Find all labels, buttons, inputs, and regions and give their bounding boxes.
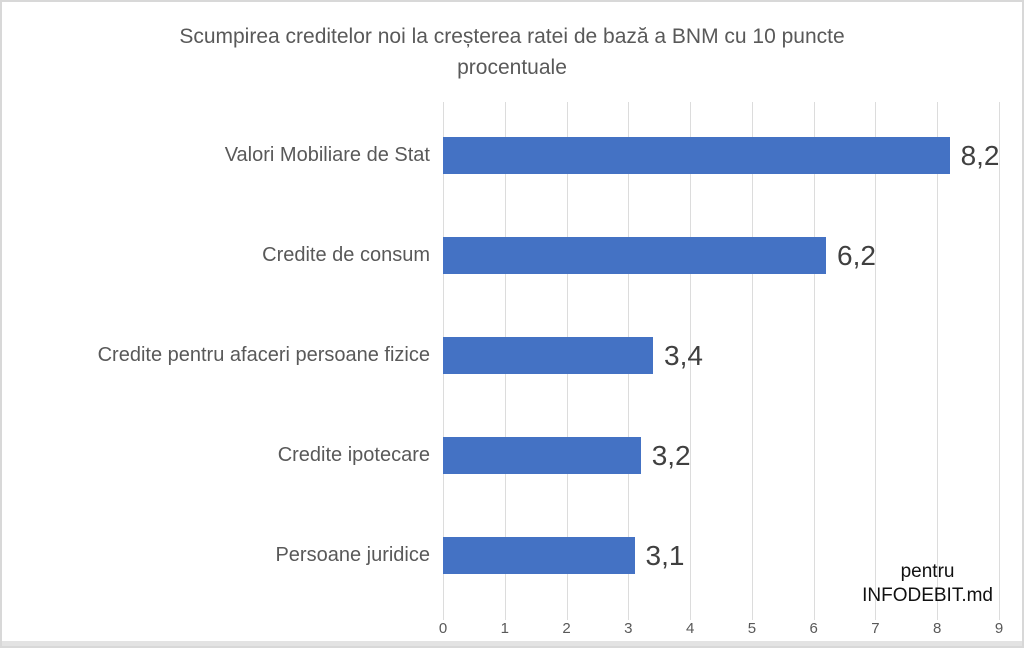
gridline (937, 102, 939, 620)
gridline (999, 102, 1000, 620)
category-label: Credite ipotecare (277, 443, 430, 466)
x-tick-label: 4 (685, 620, 695, 637)
x-tick-label: 7 (871, 620, 880, 637)
watermark: pentru INFODEBIT.md (862, 560, 993, 608)
watermark-site: INFODEBIT.md (862, 585, 993, 606)
value-label: 6,2 (837, 240, 876, 271)
bottom-edge (2, 641, 1022, 646)
category-label: Valori Mobiliare de Stat (224, 143, 430, 166)
x-tick-label: 5 (747, 620, 757, 637)
x-tick-label: 2 (562, 620, 571, 637)
gridline (813, 102, 815, 620)
value-label: 3,2 (651, 440, 691, 471)
x-tick-label: 6 (809, 620, 818, 637)
x-tick-label: 9 (994, 620, 1004, 637)
chart-title-line-2: procentuale (457, 56, 567, 79)
bar (443, 437, 641, 474)
value-label: 3,4 (664, 340, 703, 371)
bar (443, 537, 635, 574)
category-label: Credite de consum (262, 243, 430, 266)
bar (443, 337, 654, 374)
bar (443, 237, 827, 274)
x-tick-label: 8 (933, 620, 942, 637)
gridline (875, 102, 877, 620)
value-label: 3,1 (645, 540, 685, 571)
gridline (751, 102, 753, 620)
chart-title: Scumpirea creditelor noi la creșterea ra… (2, 21, 1022, 83)
value-label: 8,2 (960, 140, 1000, 171)
x-tick-label: 1 (500, 620, 509, 637)
bar (443, 137, 950, 174)
category-label: Credite pentru afaceri persoane fizice (97, 343, 430, 366)
x-tick-label: 3 (624, 620, 633, 637)
gridline (690, 102, 692, 620)
category-label: Persoane juridice (275, 543, 430, 566)
x-tick-label: 0 (438, 620, 448, 637)
watermark-pentru: pentru (900, 561, 955, 582)
chart-title-line-1: Scumpirea creditelor noi la creșterea ra… (179, 25, 845, 48)
